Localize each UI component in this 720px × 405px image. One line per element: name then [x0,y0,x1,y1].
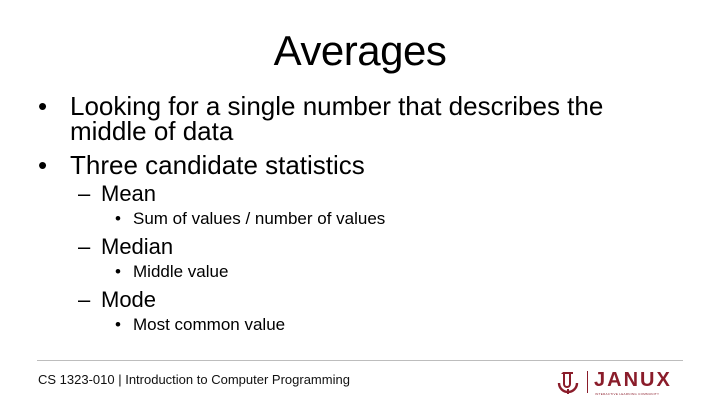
detail-item-mode: • Most common value [38,313,678,337]
sub-item-median: – Median [38,234,678,260]
bullet-item: • Looking for a single number that descr… [38,91,678,146]
footer-divider [37,360,683,361]
bullet-icon: • [115,315,121,334]
sub-item-mode: – Mode [38,287,678,313]
janux-wordmark: JANUX [594,369,672,391]
bullet-icon: • [115,262,121,281]
sub-item-label: Mode [101,287,157,312]
ou-logo-icon [557,372,579,394]
footer-logo: JANUX INTERACTIVE LEARNING COMMUNITY [556,369,686,399]
detail-item-median: • Middle value [38,260,678,284]
slide-content: • Looking for a single number that descr… [38,91,678,340]
slide-title: Averages [273,27,447,74]
sub-item-label: Mean [101,181,157,206]
detail-text: Sum of values / number of values [133,209,386,228]
detail-text: Most common value [133,315,286,334]
detail-text: Middle value [133,262,229,281]
bullet-text: Looking for a single number that describ… [70,91,604,146]
bullet-icon: • [38,150,48,180]
logo-divider [587,371,588,393]
sub-item-label: Median [101,234,174,259]
bullet-icon: • [38,91,48,121]
dash-icon: – [78,181,91,206]
sub-item-mean: – Mean [38,181,678,207]
bullet-icon: • [115,209,121,228]
janux-tagline: INTERACTIVE LEARNING COMMUNITY [595,392,660,396]
bullet-text: Three candidate statistics [70,150,365,180]
bullet-item: • Three candidate statistics [38,150,678,180]
dash-icon: – [78,234,91,259]
footer-course-label: CS 1323-010 | Introduction to Computer P… [38,372,350,387]
detail-item-mean: • Sum of values / number of values [38,207,678,231]
dash-icon: – [78,287,91,312]
